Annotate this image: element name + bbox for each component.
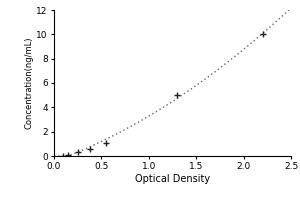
- Y-axis label: Concentration(ng/mL): Concentration(ng/mL): [25, 37, 34, 129]
- X-axis label: Optical Density: Optical Density: [135, 174, 210, 184]
